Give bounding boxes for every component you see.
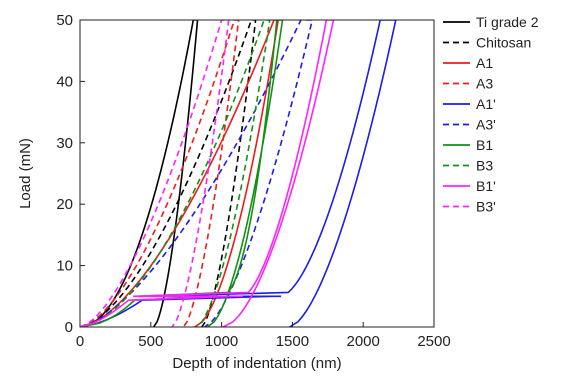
y-axis: 0 10 20 30 40 50 <box>56 12 85 336</box>
series-line-b1 <box>80 20 284 327</box>
x-tick-label: 500 <box>138 333 163 350</box>
x-tick-label: 1000 <box>205 333 238 350</box>
series-line-chitosan <box>80 20 257 327</box>
legend: Ti grade 2 Chitosan A1 A3 A1' A3' B1 B3 B1' B3' <box>443 14 539 215</box>
legend-label: A3' <box>476 117 496 133</box>
y-tick-label: 30 <box>56 135 73 152</box>
y-tick-label: 50 <box>56 12 73 29</box>
x-tick-label: 2500 <box>417 333 450 350</box>
y-tick-label: 0 <box>65 319 73 336</box>
legend-label: A1 <box>476 55 493 71</box>
series-line-ti-grade-2 <box>80 20 199 327</box>
series-line-b3- <box>80 20 230 327</box>
x-tick-label: 0 <box>76 333 84 350</box>
series-line-a3- <box>80 20 314 327</box>
y-axis-title: Load (mN) <box>17 138 34 209</box>
series-group <box>80 20 397 327</box>
legend-label: Ti grade 2 <box>476 14 539 30</box>
y-tick-label: 10 <box>56 258 73 275</box>
legend-label: B3' <box>476 199 496 215</box>
series-line-b1- <box>80 20 335 327</box>
series-line-b3 <box>80 20 271 327</box>
series-line-a1 <box>80 20 280 327</box>
x-axis-title: Depth of indentation (nm) <box>172 355 341 372</box>
x-tick-label: 2000 <box>347 333 380 350</box>
series-line-a1- <box>80 20 397 327</box>
legend-label: B3 <box>476 158 493 174</box>
x-axis: 0 500 1000 1500 2000 2500 <box>76 322 451 350</box>
legend-label: A3 <box>476 76 493 92</box>
legend-label: B1' <box>476 178 496 194</box>
legend-label: A1' <box>476 96 496 112</box>
legend-label: B1 <box>476 137 493 153</box>
y-tick-label: 40 <box>56 73 73 90</box>
series-line-a3 <box>80 20 240 327</box>
legend-label: Chitosan <box>476 35 531 51</box>
y-tick-label: 20 <box>56 196 73 213</box>
x-tick-label: 1500 <box>276 333 309 350</box>
plot-frame <box>79 19 435 328</box>
